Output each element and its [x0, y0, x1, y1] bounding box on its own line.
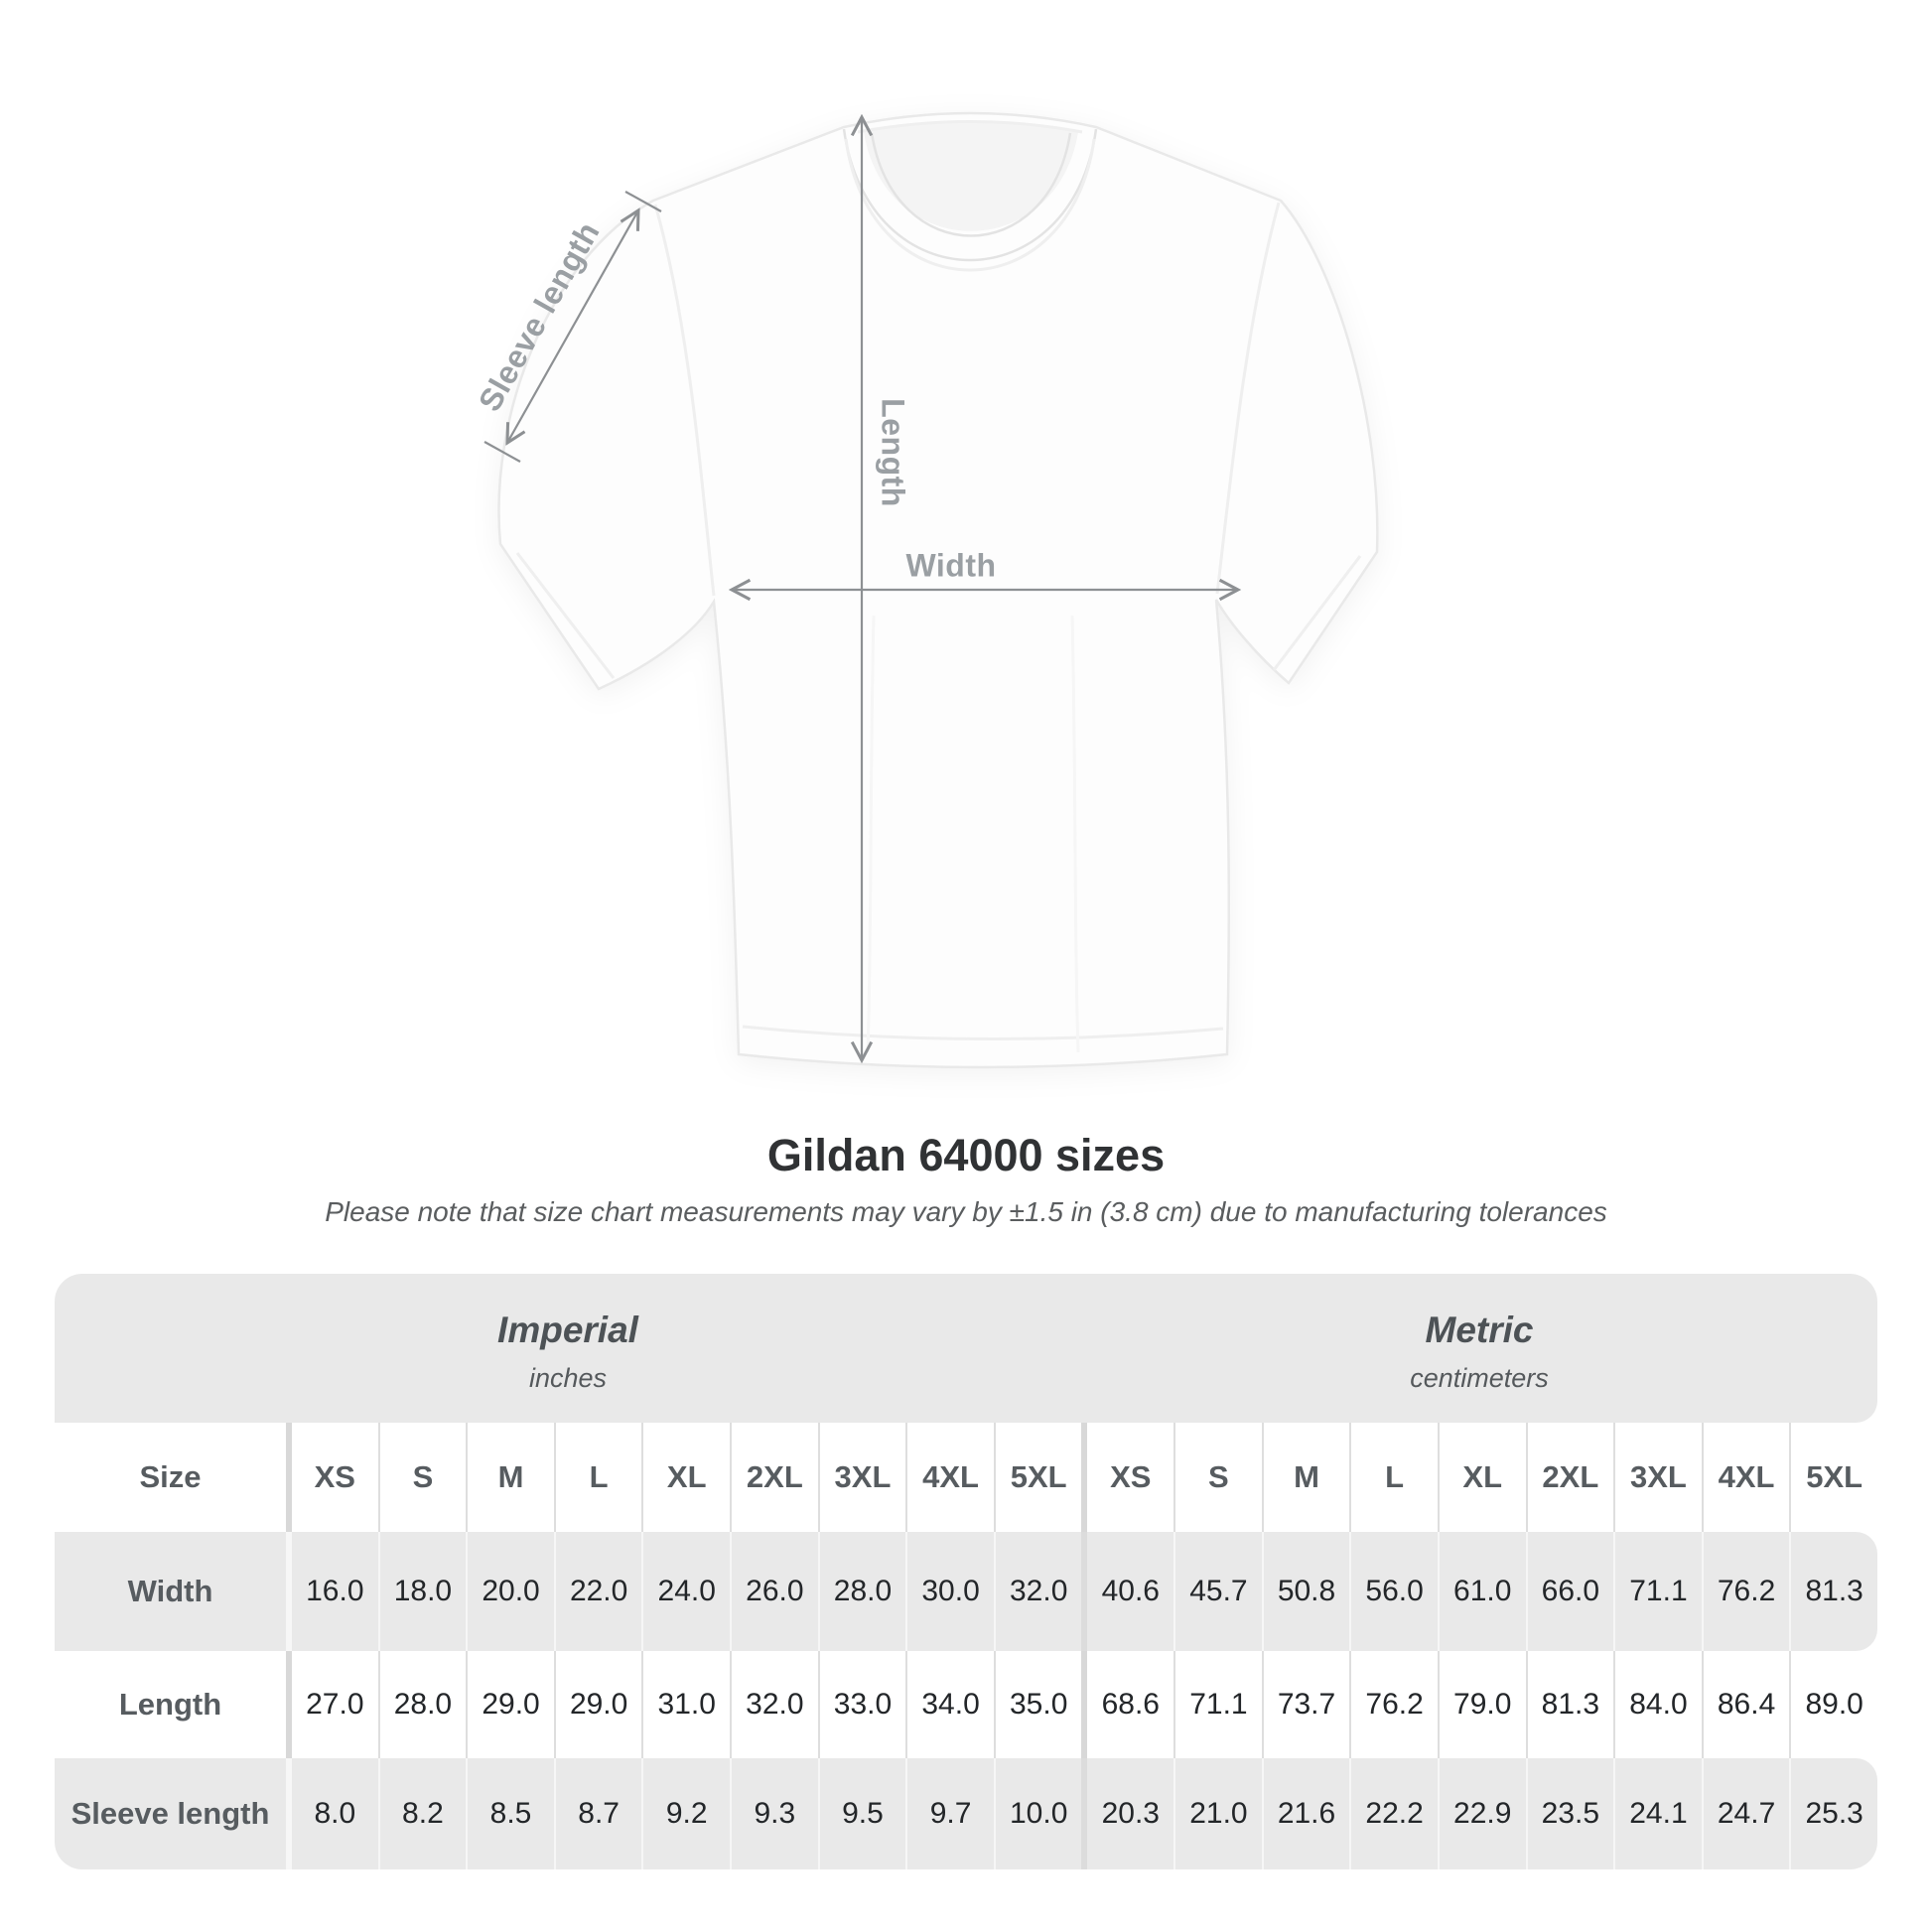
value-cell: 45.7 — [1173, 1532, 1262, 1651]
value-cell: 27.0 — [286, 1651, 378, 1758]
metric-group-header: Metric centimeters — [1081, 1274, 1877, 1423]
sleeve-length-arrow — [505, 207, 640, 446]
value-cell: 8.7 — [553, 1758, 642, 1869]
value-cell: 22.0 — [553, 1532, 642, 1651]
size-header-metric-2xl: 2XL — [1525, 1423, 1614, 1532]
value-cell: 9.2 — [641, 1758, 730, 1869]
length-label: Length — [876, 398, 911, 507]
length-row-label: Length — [118, 1687, 222, 1722]
value-cell: 25.3 — [1789, 1758, 1877, 1869]
size-header-imperial-2xl: 2XL — [730, 1423, 818, 1532]
value-cell: 76.2 — [1349, 1651, 1438, 1758]
value-cell: 61.0 — [1437, 1532, 1526, 1651]
size-header-imperial-m: M — [466, 1423, 554, 1532]
value-cell: 8.0 — [286, 1758, 378, 1869]
value-cell: 81.3 — [1525, 1651, 1614, 1758]
imperial-group-header: Imperial inches — [55, 1274, 1081, 1423]
size-header-imperial-s: S — [377, 1423, 467, 1532]
sleeve-length-row: Sleeve length 8.0 8.2 8.5 8.7 9.2 9.3 9.… — [55, 1758, 1877, 1869]
metric-group-unit: centimeters — [1410, 1362, 1549, 1393]
value-cell: 71.1 — [1173, 1651, 1262, 1758]
value-cell: 22.2 — [1349, 1758, 1438, 1869]
value-cell: 24.7 — [1701, 1758, 1790, 1869]
sleeve-length-row-label: Sleeve length — [70, 1796, 270, 1831]
collar-opening — [864, 121, 1078, 231]
value-cell: 8.2 — [377, 1758, 467, 1869]
dimension-lines — [483, 113, 1242, 1064]
value-cell: 50.8 — [1261, 1532, 1350, 1651]
size-header-imperial-4xl: 4XL — [905, 1423, 994, 1532]
value-cell: 86.4 — [1701, 1651, 1790, 1758]
size-header-metric-3xl: 3XL — [1613, 1423, 1702, 1532]
size-header-imperial-3xl: 3XL — [817, 1423, 906, 1532]
value-cell: 10.0 — [993, 1758, 1082, 1869]
width-row-label: Width — [127, 1574, 213, 1608]
value-cell: 18.0 — [377, 1532, 467, 1651]
value-cell: 56.0 — [1349, 1532, 1438, 1651]
value-cell: 9.5 — [817, 1758, 906, 1869]
sleeve-tick-top — [624, 191, 662, 212]
size-header-metric-m: M — [1261, 1423, 1350, 1532]
value-cell: 8.5 — [466, 1758, 554, 1869]
value-cell: 66.0 — [1525, 1532, 1614, 1651]
value-cell: 29.0 — [466, 1651, 554, 1758]
size-header-metric-l: L — [1349, 1423, 1438, 1532]
value-cell: 31.0 — [641, 1651, 730, 1758]
value-cell: 28.0 — [377, 1651, 467, 1758]
size-corner-header: Size — [139, 1459, 202, 1494]
sleeve-tick-bottom — [483, 441, 521, 463]
value-cell: 30.0 — [905, 1532, 994, 1651]
value-cell: 84.0 — [1613, 1651, 1702, 1758]
size-header-imperial-5xl: 5XL — [993, 1423, 1082, 1532]
value-cell: 21.6 — [1261, 1758, 1350, 1869]
size-chart-table: Imperial inches Metric centimeters Size … — [55, 1274, 1877, 1869]
metric-group-name: Metric — [1425, 1309, 1534, 1350]
tshirt-measurement-diagram: Sleeve length Length Width — [472, 111, 1379, 1069]
value-cell: 20.3 — [1081, 1758, 1173, 1869]
size-header-imperial-l: L — [553, 1423, 642, 1532]
value-cell: 79.0 — [1437, 1651, 1526, 1758]
size-header-imperial-xl: XL — [641, 1423, 730, 1532]
size-header-metric-4xl: 4XL — [1701, 1423, 1790, 1532]
value-cell: 40.6 — [1081, 1532, 1173, 1651]
value-cell: 32.0 — [993, 1532, 1082, 1651]
unit-group-row: Imperial inches Metric centimeters — [55, 1274, 1877, 1423]
value-cell: 22.9 — [1437, 1758, 1526, 1869]
size-header-imperial-xs: XS — [286, 1423, 378, 1532]
size-header-metric-5xl: 5XL — [1789, 1423, 1877, 1532]
value-cell: 29.0 — [553, 1651, 642, 1758]
value-cell: 81.3 — [1789, 1532, 1877, 1651]
value-cell: 24.0 — [641, 1532, 730, 1651]
value-cell: 89.0 — [1789, 1651, 1877, 1758]
page-title: Gildan 64000 sizes — [766, 1130, 1166, 1180]
value-cell: 21.0 — [1173, 1758, 1262, 1869]
value-cell: 9.3 — [730, 1758, 818, 1869]
value-cell: 68.6 — [1081, 1651, 1173, 1758]
length-row: Length 27.0 28.0 29.0 29.0 31.0 32.0 33.… — [55, 1651, 1877, 1758]
value-cell: 35.0 — [993, 1651, 1082, 1758]
value-cell: 32.0 — [730, 1651, 818, 1758]
tolerance-note: Please note that size chart measurements… — [325, 1196, 1607, 1227]
imperial-group-unit: inches — [528, 1362, 608, 1393]
size-header-metric-s: S — [1173, 1423, 1262, 1532]
value-cell: 26.0 — [730, 1532, 818, 1651]
value-cell: 33.0 — [817, 1651, 906, 1758]
value-cell: 73.7 — [1261, 1651, 1350, 1758]
value-cell: 76.2 — [1701, 1532, 1790, 1651]
value-cell: 28.0 — [817, 1532, 906, 1651]
value-cell: 16.0 — [286, 1532, 378, 1651]
width-label: Width — [905, 547, 996, 583]
value-cell: 24.1 — [1613, 1758, 1702, 1869]
value-cell: 20.0 — [466, 1532, 554, 1651]
size-header-metric-xs: XS — [1081, 1423, 1173, 1532]
value-cell: 9.7 — [905, 1758, 994, 1869]
width-row: Width 16.0 18.0 20.0 22.0 24.0 26.0 28.0… — [55, 1532, 1877, 1651]
imperial-group-name: Imperial — [497, 1309, 638, 1350]
value-cell: 71.1 — [1613, 1532, 1702, 1651]
value-cell: 23.5 — [1525, 1758, 1614, 1869]
size-header-metric-xl: XL — [1437, 1423, 1526, 1532]
value-cell: 34.0 — [905, 1651, 994, 1758]
size-header-row: Size XS S M L XL 2XL 3XL 4XL 5XL XS S M … — [55, 1423, 1877, 1532]
